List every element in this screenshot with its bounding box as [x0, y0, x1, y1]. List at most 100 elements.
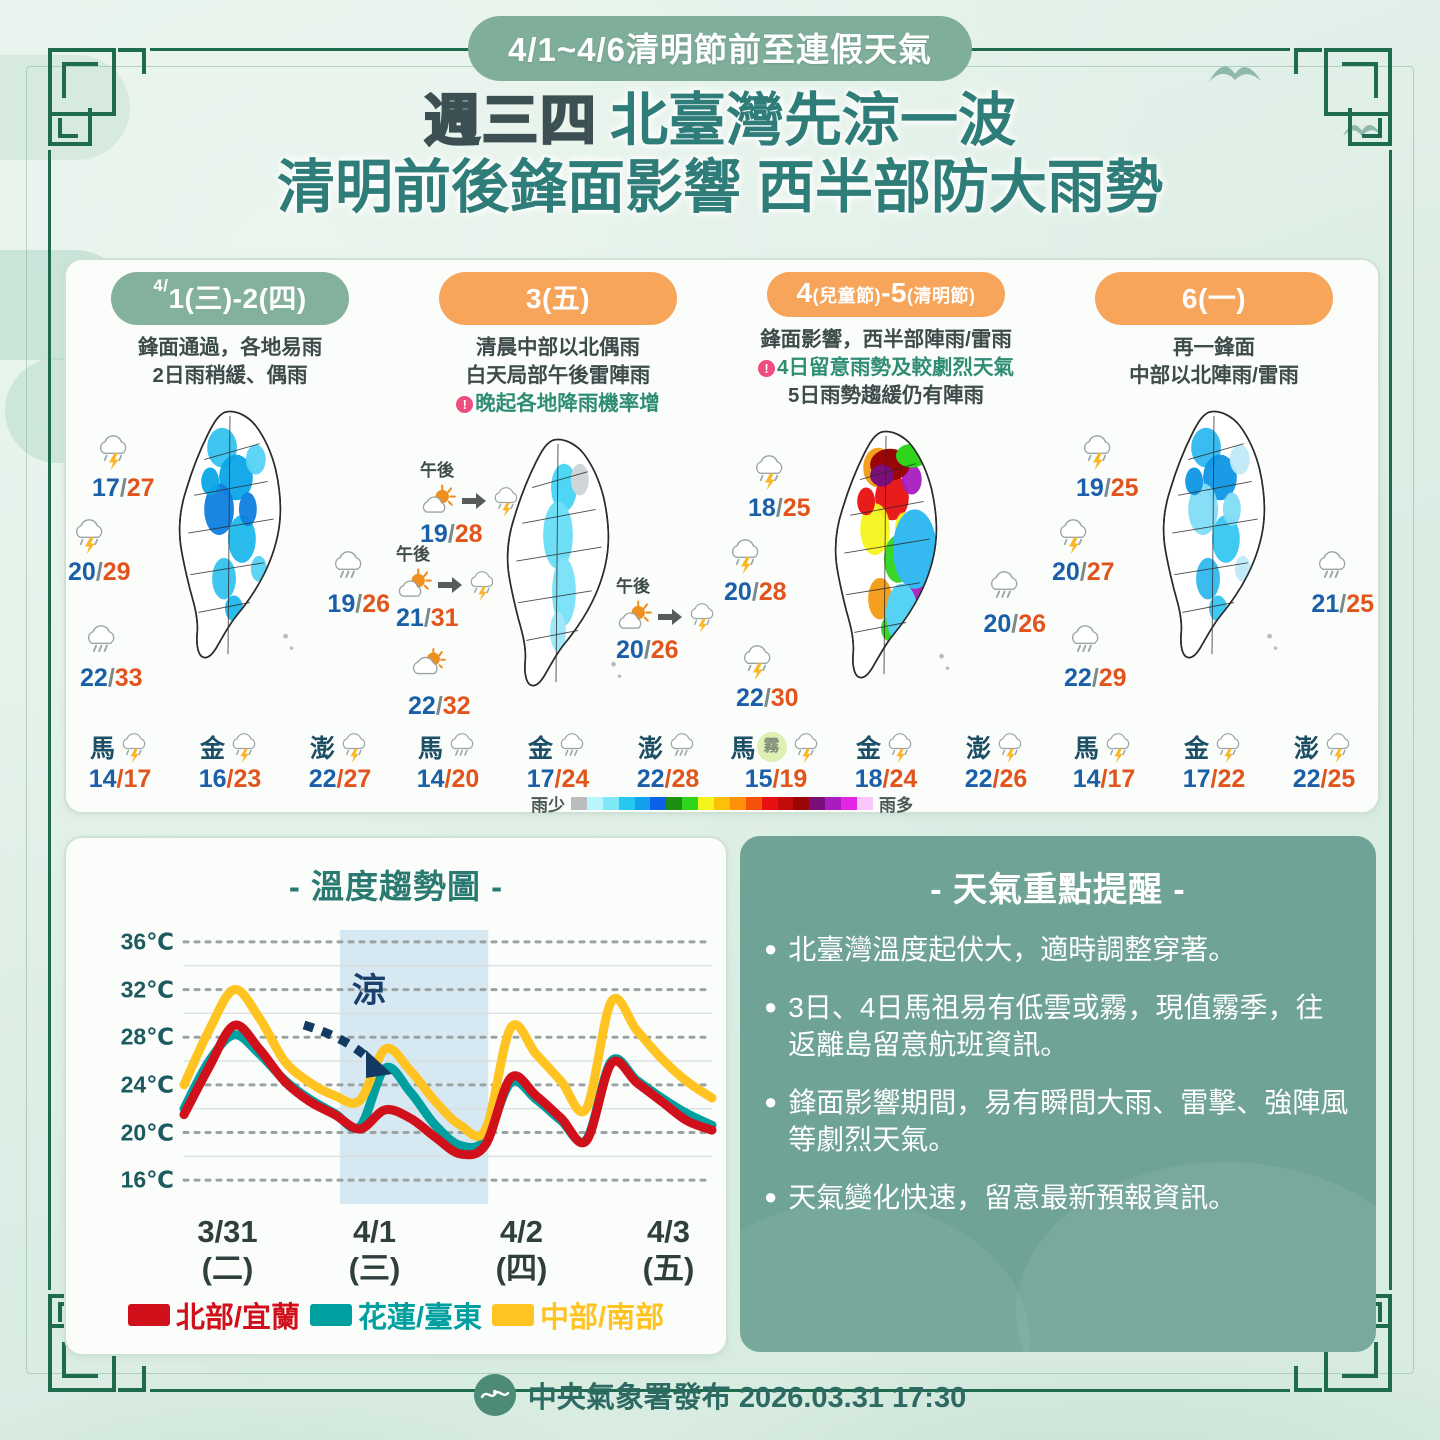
- tips-list: ● 北臺灣溫度起伏大，適時調整穿著。 ● 3日、4日馬祖易有低雲或霧，現值霧季，往返離…: [740, 932, 1376, 1217]
- frame-line-right: [1389, 150, 1392, 1290]
- desc-line: 鋒面通過，各地易雨: [137, 336, 323, 359]
- temp-range: 22/29: [1064, 664, 1127, 693]
- desc-line: ! 4日留意雨勢及較劇烈天氣: [722, 354, 1050, 382]
- island-name: 馬: [730, 735, 756, 763]
- cwa-logo-icon: [473, 1374, 516, 1416]
- day-pill[interactable]: 4(兒童節)-5(清明節): [767, 272, 1005, 317]
- taiwan-map-icon: [804, 420, 969, 695]
- x-tick-day: (四): [495, 1250, 548, 1286]
- rain-legend: 雨少 雨多: [66, 791, 1378, 816]
- rain-legend-swatch: [634, 797, 651, 810]
- warning-icon: !: [456, 396, 474, 414]
- island-forecast: 澎 22/27: [292, 727, 388, 794]
- region-temp-label-s: 22/32: [408, 646, 471, 721]
- temp-range: 19/28: [420, 520, 483, 549]
- region-temp-label-e: 午後 20/26: [616, 572, 718, 665]
- temp-range: 20/27: [1052, 558, 1115, 587]
- bullet-icon: ●: [764, 936, 778, 961]
- y-tick-label: 36℃: [120, 928, 174, 955]
- legend-item-0[interactable]: 北部/宜蘭: [127, 1294, 300, 1336]
- day-pill[interactable]: 4/1(三)-2(四): [111, 272, 349, 325]
- forecast-columns: 4/1(三)-2(四) 鋒面通過，各地易雨 2日雨稍緩、偶雨 17/27 20/29 19…: [66, 260, 1378, 812]
- desc-line: ! 晚起各地降雨機率增: [394, 390, 722, 418]
- region-temp-label-e: 19/26: [327, 544, 390, 619]
- island-header: 金: [838, 727, 934, 767]
- x-tick-label: 4/1 (三): [301, 1214, 448, 1287]
- tip-item-1: ● 北臺灣溫度起伏大，適時調整穿著。: [764, 932, 1350, 969]
- weather-icon-thunder-shower: [748, 448, 811, 494]
- frame-line-left: [48, 150, 51, 1290]
- region-temp-label-n: 18/25: [748, 448, 811, 523]
- region-temp-label-n: 午後 19/28: [420, 456, 522, 549]
- island-forecast: 金 18/24: [838, 727, 934, 794]
- forecast-map: 午後 19/28 午後 21/31 午後 20/26 22/32: [394, 422, 722, 720]
- day-pill[interactable]: 6(一): [1095, 272, 1333, 325]
- island-forecast: 馬霧 15/19: [728, 727, 824, 794]
- taiwan-map-icon: [1132, 400, 1297, 675]
- temp-range: 21/25: [1311, 590, 1374, 619]
- weather-icon-shower: [983, 564, 1046, 610]
- region-temp-label-s: 22/33: [80, 618, 143, 693]
- afternoon-label: 午後: [420, 461, 454, 481]
- rain-legend-swatch: [777, 797, 794, 810]
- warning-icon: !: [758, 360, 776, 378]
- forecast-map: 18/25 20/28 20/26 22/30: [722, 414, 1050, 712]
- island-name: 馬: [1073, 735, 1099, 763]
- x-tick-label: 3/31 (二): [154, 1214, 301, 1287]
- island-temp-range: 14/17: [88, 765, 152, 793]
- bullet-icon: ●: [764, 1183, 778, 1209]
- island-forecast: 馬 14/17: [1056, 727, 1152, 794]
- temp-range: 19/26: [327, 590, 390, 619]
- title-weekday-outline: 週三四: [423, 88, 598, 154]
- island-temp-range: 17/24: [526, 765, 590, 793]
- x-tick-day: (五): [642, 1250, 695, 1286]
- rain-legend-swatch: [571, 797, 587, 810]
- x-tick-day: (三): [348, 1250, 401, 1286]
- x-tick-date: 4/3: [646, 1214, 691, 1249]
- island-header: 澎: [1276, 727, 1372, 767]
- temp-range: 18/25: [748, 494, 811, 523]
- y-tick-label: 24℃: [120, 1071, 174, 1098]
- desc-line: 鋒面影響，西半部陣雨/雷雨: [760, 328, 1012, 351]
- weather-icon-thunder-shower: [92, 428, 155, 474]
- temp-range: 22/32: [408, 692, 471, 721]
- region-temp-label-w: 20/29: [68, 512, 131, 587]
- bird-icon: [1340, 120, 1384, 146]
- weather-tips-card: - 天氣重點提醒 - ● 北臺灣溫度起伏大，適時調整穿著。 ● 3日、4日馬祖易有低雲…: [740, 836, 1376, 1352]
- rain-legend-swatch: [618, 797, 635, 810]
- y-tick-label: 16℃: [120, 1166, 174, 1193]
- chart-title: - 溫度趨勢圖 -: [288, 868, 504, 905]
- rain-legend-swatch: [745, 797, 762, 810]
- rain-legend-swatch: [714, 797, 730, 810]
- tip-text: 鋒面影響期間，易有瞬間大雨、雷擊、強陣風等劇烈天氣。: [788, 1086, 1349, 1155]
- temperature-trend-card: - 溫度趨勢圖 - 涼 16℃ 20℃ 24℃ 28℃ 32℃ 36℃ 3/31 (二) 4/…: [64, 836, 728, 1356]
- island-temp-range: 22/26: [964, 765, 1028, 793]
- day-pill[interactable]: 3(五): [439, 272, 677, 325]
- legend-item-1[interactable]: 花蓮/臺東: [309, 1294, 482, 1336]
- forecast-column-1: 4/1(三)-2(四) 鋒面通過，各地易雨 2日雨稍緩、偶雨 17/27 20/29 19…: [66, 260, 394, 812]
- temp-range: 17/27: [92, 474, 155, 503]
- island-name: 澎: [1293, 735, 1319, 763]
- day-description: 鋒面影響，西半部陣雨/雷雨 ! 4日留意雨勢及較劇烈天氣 5日雨勢趨緩仍有陣雨: [722, 326, 1050, 410]
- island-header: 馬: [1056, 727, 1152, 767]
- x-tick-date: 3/31: [197, 1214, 258, 1249]
- legend-item-2[interactable]: 中部/南部: [492, 1294, 664, 1336]
- island-temp-range: 22/28: [636, 765, 700, 793]
- rain-legend-high-label: 雨多: [879, 796, 913, 815]
- region-temp-label-w: 20/27: [1052, 512, 1115, 587]
- cool-arrow-icon: [302, 1020, 392, 1078]
- rain-legend-colorbar: [571, 797, 873, 810]
- desc-line: 清晨中部以北偶雨: [476, 336, 640, 359]
- weather-icon-thunder-shower: [736, 638, 799, 684]
- x-tick-label: 4/3 (五): [595, 1214, 742, 1287]
- weather-icon-thunder-shower: [1076, 428, 1139, 474]
- rain-legend-swatch: [841, 797, 858, 810]
- x-tick-label: 4/2 (四): [448, 1214, 595, 1287]
- header: 4/1~4/6清明節前至連假天氣 週三四 北臺灣先涼一波 清明前後鋒面影響 西半部…: [0, 16, 1440, 223]
- weather-icon-shower: [80, 618, 143, 664]
- island-header: 澎: [948, 727, 1044, 767]
- island-temp-range: 22/25: [1292, 765, 1356, 793]
- tip-item-2: ● 3日、4日馬祖易有低雲或霧，現值霧季，往返離島留意航班資訊。: [764, 990, 1350, 1064]
- island-name: 金: [855, 735, 881, 763]
- legend-label: 中部/南部: [540, 1302, 665, 1334]
